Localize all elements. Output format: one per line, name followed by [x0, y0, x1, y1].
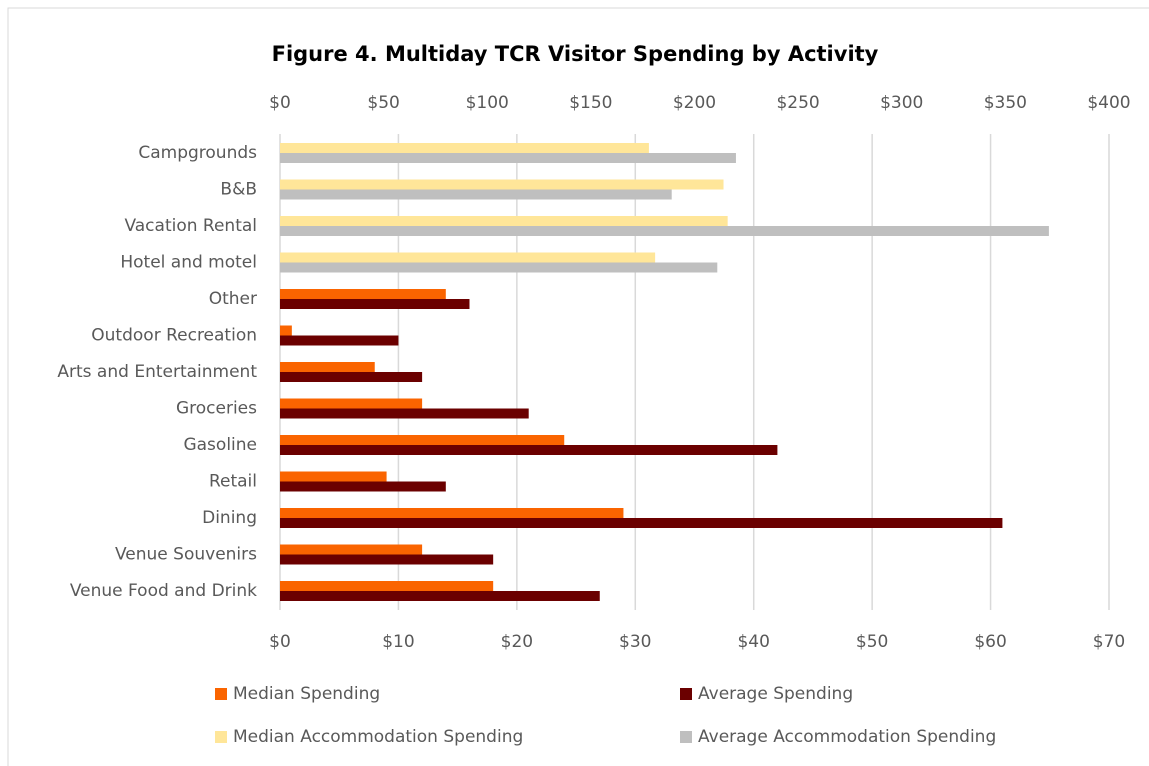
- chart-title: Figure 4. Multiday TCR Visitor Spending …: [272, 42, 879, 66]
- x-tick-label: $20: [501, 632, 533, 652]
- bar: [280, 508, 624, 518]
- bar: [280, 362, 375, 372]
- x-tick-label: $10: [382, 632, 414, 652]
- bar: [280, 481, 446, 492]
- x2-tick-label: $0: [269, 93, 291, 113]
- bar: [280, 262, 718, 273]
- bar: [280, 518, 1003, 528]
- y-tick-label: Venue Food and Drink: [70, 581, 257, 601]
- x2-tick-label: $300: [880, 93, 923, 113]
- x2-tick-label: $400: [1087, 93, 1130, 113]
- bar: [280, 471, 387, 482]
- x-tick-label: $30: [619, 632, 651, 652]
- x2-tick-label: $50: [367, 93, 399, 113]
- bar: [280, 591, 600, 601]
- legend-swatch: [215, 688, 227, 700]
- bar: [280, 252, 656, 263]
- x2-tick-label: $100: [466, 93, 509, 113]
- legend-label: Median Spending: [233, 684, 380, 704]
- legend-label: Average Accommodation Spending: [698, 727, 996, 747]
- x2-tick-label: $150: [569, 93, 612, 113]
- legend-swatch: [680, 731, 692, 743]
- y-tick-label: Vacation Rental: [124, 216, 257, 236]
- bar: [280, 335, 399, 346]
- bar: [280, 189, 672, 200]
- y-tick-label: B&B: [220, 180, 257, 200]
- y-tick-label: Hotel and motel: [120, 253, 257, 273]
- x-tick-label: $0: [269, 632, 291, 652]
- y-tick-label: Outdoor Recreation: [91, 326, 257, 346]
- bar: [280, 226, 1049, 236]
- bar: [280, 544, 423, 555]
- legend-label: Median Accommodation Spending: [233, 727, 523, 747]
- bar: [280, 179, 724, 190]
- y-tick-label: Venue Souvenirs: [115, 545, 257, 565]
- legend-label: Average Spending: [698, 684, 853, 704]
- x-tick-label: $40: [737, 632, 769, 652]
- bar: [280, 408, 529, 419]
- bar: [280, 398, 423, 409]
- y-tick-label: Other: [209, 289, 257, 309]
- y-tick-label: Gasoline: [183, 435, 257, 455]
- bar: [280, 581, 494, 591]
- bar: [280, 299, 470, 309]
- x2-tick-label: $200: [673, 93, 716, 113]
- x-tick-label: $60: [974, 632, 1006, 652]
- bar: [280, 289, 446, 299]
- x-tick-label: $50: [856, 632, 888, 652]
- y-tick-label: Groceries: [176, 399, 257, 419]
- bar: [280, 325, 292, 336]
- bar: [280, 554, 494, 565]
- x-tick-label: $70: [1093, 632, 1125, 652]
- bar: [280, 445, 778, 455]
- bar: [280, 153, 736, 163]
- y-tick-label: Campgrounds: [138, 143, 257, 163]
- x2-tick-label: $350: [984, 93, 1027, 113]
- x2-tick-label: $250: [776, 93, 819, 113]
- chart-border: [7, 7, 1149, 766]
- legend-swatch: [215, 731, 227, 743]
- bar: [280, 372, 423, 382]
- y-tick-label: Arts and Entertainment: [57, 362, 257, 382]
- y-tick-label: Dining: [202, 508, 257, 528]
- y-tick-label: Retail: [209, 472, 257, 492]
- legend-swatch: [680, 688, 692, 700]
- bar: [280, 216, 728, 226]
- bar: [280, 143, 649, 153]
- legend: Median Spending Average Spending Median Ac…: [215, 684, 996, 747]
- bar: [280, 435, 565, 445]
